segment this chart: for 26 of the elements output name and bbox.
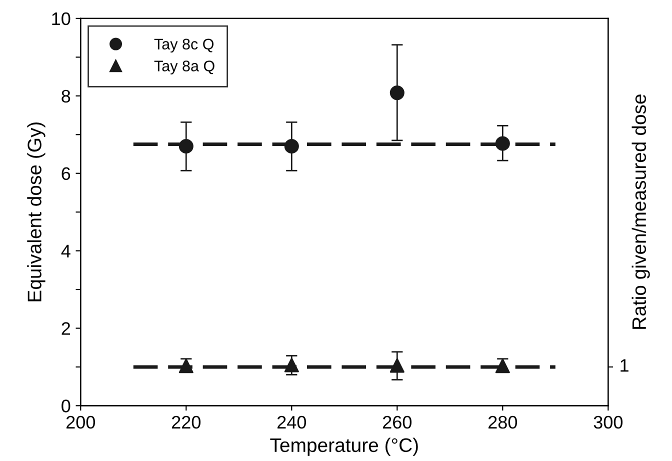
y-tick-label: 4 bbox=[61, 244, 70, 258]
point bbox=[284, 358, 299, 372]
x-tick-label: 200 bbox=[66, 416, 95, 429]
text: 1 bbox=[620, 359, 628, 372]
point bbox=[178, 358, 194, 374]
x-tick-label: 280 bbox=[488, 416, 518, 429]
y-tick-label: 2 bbox=[62, 322, 70, 335]
x-axis-title: Temperature (°C) bbox=[270, 438, 418, 456]
point bbox=[390, 358, 404, 373]
point bbox=[390, 86, 404, 100]
point bbox=[495, 136, 510, 151]
y-tick-label: 10 bbox=[52, 12, 70, 26]
y-tick-label: 8 bbox=[62, 90, 70, 103]
y-axis-title: Equivalent dose (Gy) bbox=[27, 122, 46, 302]
x-tick-label: 300 bbox=[594, 416, 623, 429]
point bbox=[284, 138, 299, 154]
y2-axis-title: Ratio given/measured dose bbox=[632, 94, 650, 329]
point bbox=[178, 138, 194, 154]
x-tick-label: 220 bbox=[172, 416, 200, 429]
x-tick-label: 240 bbox=[277, 416, 306, 429]
point bbox=[495, 358, 510, 374]
y-tick-label: 0 bbox=[62, 400, 70, 412]
legend-label: Tay 8a Q bbox=[154, 60, 214, 74]
x-tick-label: 260 bbox=[383, 416, 412, 429]
y-tick-label: 6 bbox=[62, 167, 70, 180]
legend-label: Tay 8c Q bbox=[154, 38, 214, 53]
